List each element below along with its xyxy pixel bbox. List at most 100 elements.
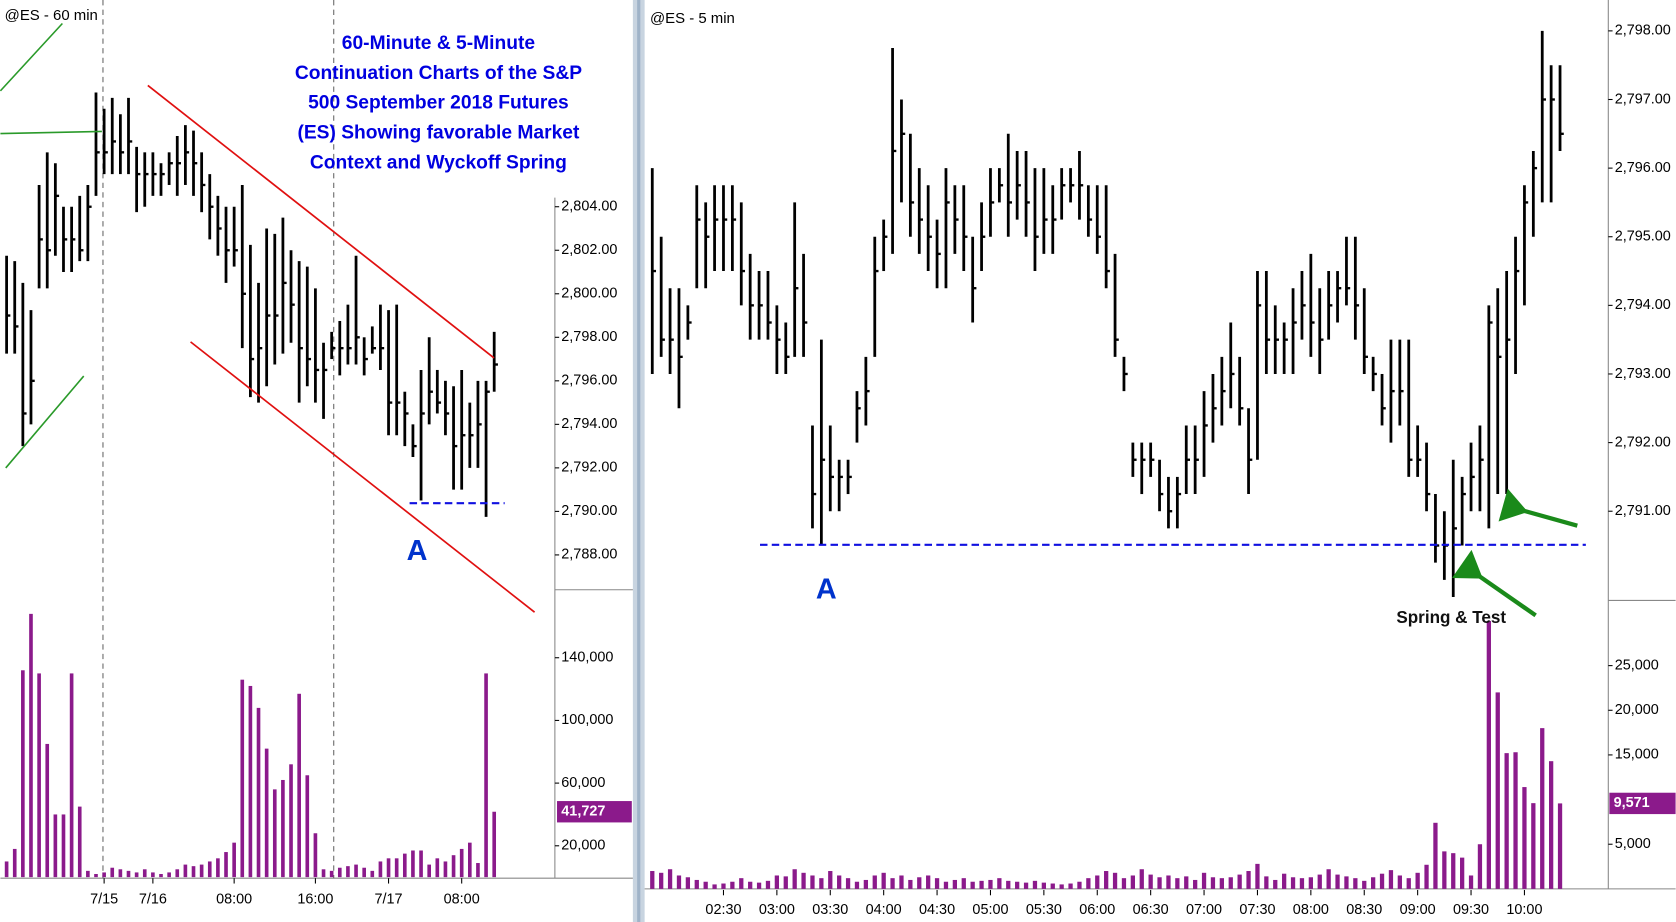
x-tick-label: 08:00 xyxy=(444,891,480,907)
arrow xyxy=(1452,549,1537,618)
volume-bar xyxy=(854,881,860,889)
volume-bar xyxy=(1032,880,1038,889)
volume-bar xyxy=(1486,620,1491,889)
volume-bar xyxy=(1433,822,1438,889)
volume-bar xyxy=(394,858,399,878)
volume-bar xyxy=(53,814,58,878)
volume-bar xyxy=(1095,875,1100,889)
y-tick-label: 2,788.00 xyxy=(561,547,617,563)
volume-bar xyxy=(970,881,975,889)
value-tag-label: 41,727 xyxy=(561,804,605,820)
volume-bar xyxy=(224,852,228,878)
volume-bar xyxy=(650,871,655,889)
volume-bar xyxy=(1371,877,1376,889)
volume-bar xyxy=(1451,853,1456,889)
arrow xyxy=(1498,488,1578,528)
volume-bar xyxy=(1317,874,1322,889)
volume-tick-label: 5,000 xyxy=(1615,836,1651,852)
y-tick-label: 2,798.00 xyxy=(1615,23,1671,39)
x-tick-label: 10:00 xyxy=(1506,902,1542,918)
volume-bar xyxy=(685,877,691,889)
note-line: 60-Minute & 5-Minute xyxy=(342,33,536,54)
volume-bar xyxy=(943,881,949,889)
volume-bar xyxy=(1353,878,1358,889)
volume-bar xyxy=(1157,877,1162,889)
volume-bar xyxy=(1388,870,1394,889)
volume-bar xyxy=(792,869,797,889)
volume-tick-label: 15,000 xyxy=(1615,747,1659,763)
volume-bar xyxy=(1468,875,1474,889)
volume-bar xyxy=(828,871,833,889)
y-tick-label: 2,792.00 xyxy=(1615,434,1671,450)
volume-tick-label: 20,000 xyxy=(561,838,605,854)
volume-bar xyxy=(110,867,115,878)
volume-bar xyxy=(1219,878,1224,889)
volume-bar xyxy=(1193,879,1198,889)
volume-bar xyxy=(1121,878,1127,889)
volume-bar xyxy=(748,881,753,889)
volume-bar xyxy=(134,872,139,878)
panel-separator-core xyxy=(637,0,641,922)
volume-bar xyxy=(102,872,106,878)
volume-bar xyxy=(1540,728,1545,889)
y-tick-label: 2,796.00 xyxy=(561,373,617,389)
volume-bar xyxy=(1041,882,1046,889)
value-tag xyxy=(557,801,632,823)
volume-bar xyxy=(362,867,366,878)
y-tick-label: 2,797.00 xyxy=(1615,91,1671,107)
volume-bar xyxy=(1201,872,1207,889)
note-line: 500 September 2018 Futures xyxy=(308,93,569,114)
volume-bar xyxy=(305,775,310,878)
volume-bar xyxy=(774,875,780,889)
volume-bar xyxy=(1166,875,1171,889)
volume-bar xyxy=(863,879,869,889)
volume-bar xyxy=(739,878,744,889)
volume-bar xyxy=(667,869,673,889)
volume-bar xyxy=(183,864,188,878)
volume-bar xyxy=(435,858,440,878)
x-tick-label: 07:30 xyxy=(1239,902,1275,918)
volume-bar xyxy=(1397,875,1402,889)
volume-bar xyxy=(281,779,285,878)
volume-bar xyxy=(881,872,886,889)
annotation: A xyxy=(407,535,428,567)
volume-bar xyxy=(1237,874,1242,889)
volume-bar xyxy=(159,873,163,878)
y-tick-label: 2,790.00 xyxy=(561,503,617,519)
volume-bar xyxy=(329,870,334,878)
volume-bar xyxy=(1077,881,1082,889)
volume-bar xyxy=(411,850,415,878)
volume-bar xyxy=(1522,787,1527,889)
volume-bar xyxy=(443,861,448,878)
volume-bar xyxy=(313,833,318,878)
volume-bar xyxy=(61,814,66,878)
y-tick-label: 2,791.00 xyxy=(1615,503,1671,519)
volume-bar xyxy=(1228,877,1233,889)
volume-bar xyxy=(1362,880,1367,889)
volume-bar xyxy=(272,789,277,878)
x-tick-label: 03:30 xyxy=(812,902,848,918)
volume-bar xyxy=(1184,876,1189,889)
volume-bar xyxy=(94,873,98,878)
volume-bar xyxy=(1344,876,1349,889)
channel-line xyxy=(147,84,495,359)
chart-title: @ES - 60 min xyxy=(5,7,98,24)
volume-bar xyxy=(199,864,204,878)
volume-bar xyxy=(1308,877,1313,889)
x-tick-label: 09:00 xyxy=(1400,902,1436,918)
volume-bar xyxy=(961,878,966,889)
volume-bar xyxy=(1299,878,1305,889)
volume-bar xyxy=(1210,877,1216,889)
volume-bar xyxy=(837,875,842,889)
y-tick-label: 2,794.00 xyxy=(1615,297,1671,313)
volume-bar xyxy=(1112,872,1118,889)
volume-bar xyxy=(151,872,155,878)
volume-bar xyxy=(37,673,41,878)
volume-bar xyxy=(175,869,180,878)
trend-line xyxy=(0,22,63,92)
volume-bar xyxy=(908,879,913,889)
volume-bar xyxy=(29,613,33,878)
value-tag xyxy=(1609,792,1676,815)
annotation-lines xyxy=(0,22,1586,618)
volume-tick-label: 20,000 xyxy=(1615,702,1659,718)
